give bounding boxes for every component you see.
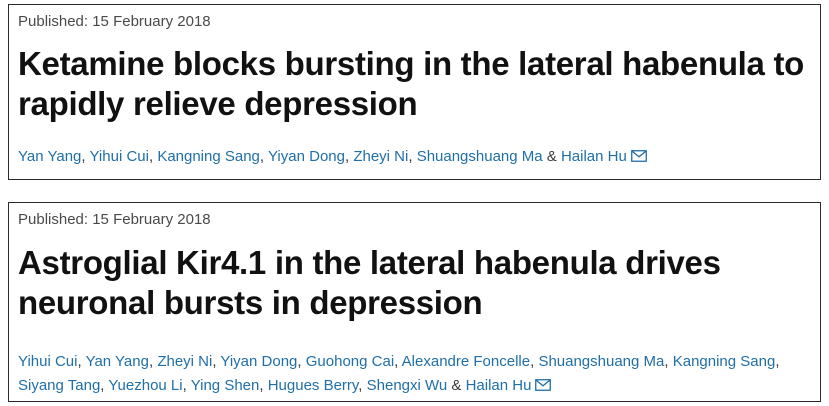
author-separator: , xyxy=(77,353,86,370)
author-link[interactable]: Shengxi Wu xyxy=(366,377,448,394)
author-separator: , xyxy=(394,353,402,370)
author-link[interactable]: Alexandre Foncelle xyxy=(401,353,531,370)
author-separator: , xyxy=(259,377,268,394)
author-link[interactable]: Ying Shen xyxy=(190,377,260,394)
author-separator: , xyxy=(530,353,539,370)
author-list: Yihui Cui, Yan Yang, Zheyi Ni, Yiyan Don… xyxy=(18,350,815,398)
author-separator: , xyxy=(664,353,673,370)
author-link[interactable]: Yuezhou Li xyxy=(108,377,183,394)
author-link[interactable]: Yan Yang xyxy=(85,353,149,370)
mail-icon[interactable] xyxy=(630,150,647,162)
author-link[interactable]: Yihui Cui xyxy=(18,353,78,370)
author-link[interactable]: Siyang Tang xyxy=(18,377,101,394)
author-link[interactable]: Kangning Sang xyxy=(157,148,260,165)
published-date: Published: 15 February 2018 xyxy=(18,13,211,30)
author-separator: , xyxy=(297,353,306,370)
author-link[interactable]: Shuangshuang Ma xyxy=(538,353,665,370)
author-separator: , xyxy=(100,377,109,394)
author-separator: , xyxy=(148,353,158,370)
author-link[interactable]: Yiyan Dong xyxy=(267,148,345,165)
author-link[interactable]: Zheyi Ni xyxy=(353,148,409,165)
author-link[interactable]: Shuangshuang Ma xyxy=(416,148,543,165)
author-link[interactable]: Hugues Berry xyxy=(267,377,359,394)
author-link[interactable]: Guohong Cai xyxy=(305,353,395,370)
article-card: Published: 15 February 2018 Astroglial K… xyxy=(8,202,821,402)
author-link[interactable]: Zheyi Ni xyxy=(157,353,213,370)
author-separator: , xyxy=(212,353,221,370)
author-separator: , xyxy=(775,353,780,370)
author-separator: , xyxy=(182,377,191,394)
author-link[interactable]: Kangning Sang xyxy=(672,353,776,370)
corresponding-author-link[interactable]: Hailan Hu xyxy=(560,148,627,165)
author-separator: , xyxy=(358,377,367,394)
mail-icon[interactable] xyxy=(535,379,552,391)
corresponding-author-link[interactable]: Hailan Hu xyxy=(465,377,532,394)
author-link[interactable]: Yihui Cui xyxy=(89,148,149,165)
article-title[interactable]: Astroglial Kir4.1 in the lateral habenul… xyxy=(18,244,721,321)
author-list: Yan Yang, Yihui Cui, Kangning Sang, Yiya… xyxy=(18,145,815,169)
article-title[interactable]: Ketamine blocks bursting in the lateral … xyxy=(18,45,805,122)
author-separator: , xyxy=(344,148,354,165)
author-link[interactable]: Yiyan Dong xyxy=(220,353,298,370)
author-link[interactable]: Yan Yang xyxy=(18,148,82,165)
author-ampersand: & xyxy=(447,377,466,394)
author-separator: , xyxy=(81,148,90,165)
author-separator: , xyxy=(408,148,417,165)
published-date: Published: 15 February 2018 xyxy=(18,211,211,228)
author-separator: , xyxy=(148,148,158,165)
author-ampersand: & xyxy=(542,148,561,165)
article-card: Published: 15 February 2018 Ketamine blo… xyxy=(8,4,821,180)
author-separator: , xyxy=(259,148,268,165)
